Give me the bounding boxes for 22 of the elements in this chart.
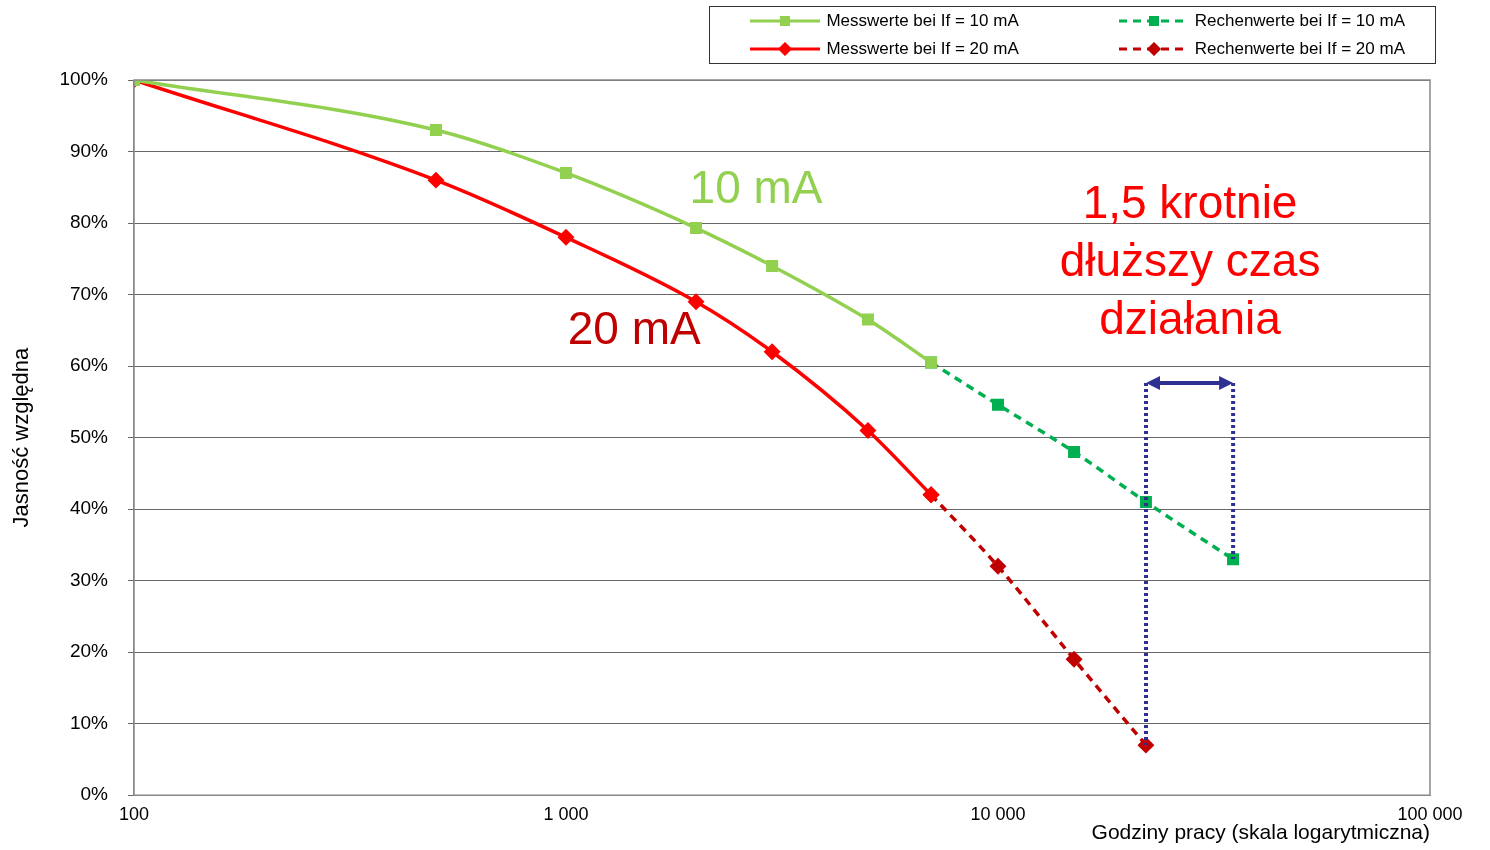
x-tick-label: 10 000 bbox=[970, 803, 1026, 824]
legend-label: Rechenwerte bei If = 20 mA bbox=[1194, 39, 1405, 59]
y-tick-label: 20% bbox=[69, 640, 109, 662]
x-tick-label: 100 bbox=[118, 803, 150, 824]
x-tick-label: 1 000 bbox=[543, 803, 589, 824]
y-tick-label: 30% bbox=[69, 568, 109, 590]
y-tick-label: 60% bbox=[69, 354, 109, 376]
legend-label: Messwerte bei If = 20 mA bbox=[826, 39, 1019, 59]
y-axis-title: Jasność względna bbox=[8, 346, 34, 528]
y-tick-label: 70% bbox=[69, 282, 109, 304]
y-tick-label: 40% bbox=[69, 497, 109, 519]
annotation: 1,5 krotnie dłuższy czas działania bbox=[1059, 175, 1321, 344]
y-tick-label: 90% bbox=[69, 139, 109, 161]
annotation: 20 mA bbox=[567, 302, 702, 355]
legend-label: Messwerte bei If = 10 mA bbox=[826, 11, 1019, 31]
y-tick-label: 100% bbox=[59, 68, 109, 90]
y-tick-label: 0% bbox=[80, 783, 109, 805]
y-tick-label: 50% bbox=[69, 425, 109, 447]
y-tick-label: 80% bbox=[69, 211, 109, 233]
annotation: 10 mA bbox=[689, 160, 823, 213]
y-tick-label: 10% bbox=[69, 711, 109, 733]
legend-label: Rechenwerte bei If = 10 mA bbox=[1194, 11, 1405, 31]
